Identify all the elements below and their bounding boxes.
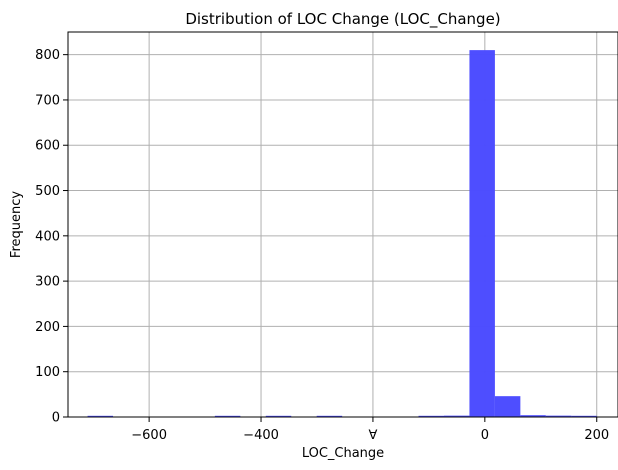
y-tick-label: 500 (35, 184, 60, 199)
histogram-bar (443, 415, 470, 417)
bars-layer (87, 50, 597, 417)
plot-frame (67, 31, 618, 418)
y-tick-label: 400 (35, 229, 60, 244)
y-axis-title: Frequency (9, 191, 24, 258)
histogram-bar (520, 415, 546, 417)
ticks-layer: −600 −400 ∀ 0 200 0 100 200 300 400 500 600 700 800 (35, 48, 609, 443)
histogram-bar (571, 415, 597, 417)
y-tick-label: 200 (35, 320, 60, 335)
y-tick-label: 0 (52, 411, 60, 426)
x-tick-label: −600 (131, 428, 167, 443)
x-tick-label: 200 (584, 428, 609, 443)
histogram-bar (494, 396, 521, 417)
histogram-bar (469, 50, 495, 417)
histogram-bar (316, 415, 343, 417)
x-tick-label: ∀ (368, 428, 377, 443)
histogram-bar (265, 415, 292, 417)
chart-title: Distribution of LOC Change (LOC_Change) (185, 10, 500, 29)
histogram-bar (418, 415, 444, 417)
x-axis-title: LOC_Change (302, 446, 384, 461)
histogram-bar (87, 415, 114, 417)
y-tick-label: 300 (35, 275, 60, 290)
x-tick-label: −400 (243, 428, 279, 443)
histogram-bar (214, 415, 241, 417)
y-tick-label: 100 (35, 365, 60, 380)
y-tick-label: 700 (35, 93, 60, 108)
histogram-bar (545, 415, 572, 417)
y-tick-label: 600 (35, 139, 60, 154)
y-tick-label: 800 (35, 48, 60, 63)
x-tick-label: 0 (481, 428, 489, 443)
